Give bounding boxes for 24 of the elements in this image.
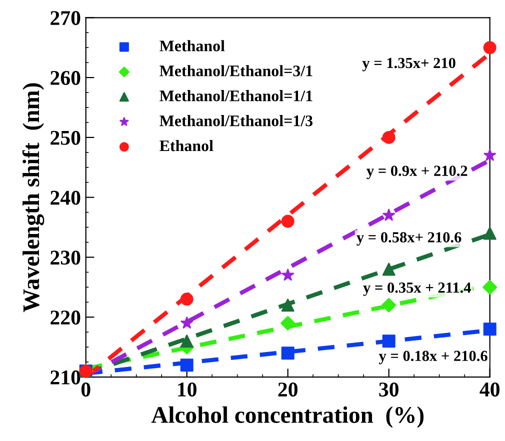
annotation: y = 0.58x+ 210.6 (356, 232, 462, 246)
y-tick-label: 240 (50, 190, 80, 205)
x-tick-label: 0 (81, 382, 90, 397)
legend-label: Methanol/Ethanol=3/1 (160, 65, 312, 76)
y-tick-label: 210 (50, 370, 80, 384)
y-tick-label: 270 (50, 11, 80, 26)
y-tick-label: 230 (50, 250, 80, 265)
x-tick-label: 10 (178, 382, 196, 397)
legend-label: Methanol (160, 40, 225, 52)
x-axis-title: Alcohol concentration (%) (151, 406, 424, 428)
legend-label: Methanol/Ethanol=1/3 (160, 114, 313, 126)
y-axis-title: Wavelength shift (nm) (22, 83, 44, 312)
legend-label: Methanol/Ethanol=1/1 (160, 90, 312, 102)
legend-label: Ethanol (160, 140, 214, 152)
y-tick-label: 250 (50, 130, 80, 145)
x-tick-label: 30 (379, 382, 398, 397)
y-tick-label: 260 (50, 70, 80, 85)
x-tick-label: 40 (480, 382, 500, 397)
annotation: y = 0.18x + 210.6 (378, 350, 488, 364)
annotation: y = 0.9x + 210.2 (366, 166, 468, 180)
annotation: y = 1.35x+ 210 (362, 58, 456, 72)
annotation: y = 0.35x + 211.4 (363, 282, 471, 296)
y-tick-label: 220 (50, 310, 80, 325)
x-tick-label: 20 (278, 382, 298, 397)
